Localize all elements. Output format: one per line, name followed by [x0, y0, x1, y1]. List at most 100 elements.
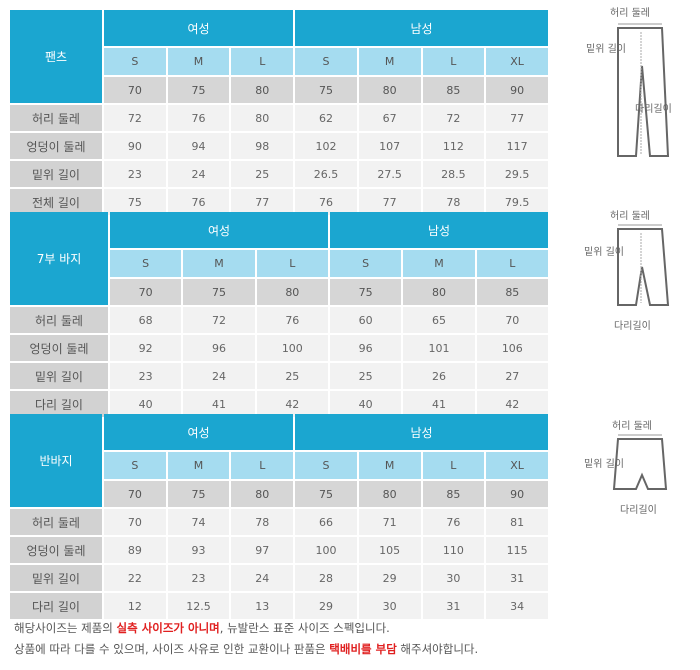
size-cell: M — [358, 48, 421, 75]
size-cell: L — [476, 250, 548, 277]
waist-size-cell: 90 — [486, 77, 548, 103]
row-label: 밑위 길이 — [10, 565, 102, 591]
value-cell: 102 — [295, 133, 357, 159]
size-cell: L — [231, 452, 294, 479]
value-cell: 117 — [486, 133, 548, 159]
waist-size-cell: 75 — [295, 481, 357, 507]
size-cell: M — [167, 48, 230, 75]
value-cell: 89 — [104, 537, 166, 563]
waist-size-cell: 75 — [167, 481, 230, 507]
value-cell: 78 — [422, 189, 485, 215]
diagram-rise-label: 밑위 길이 — [584, 245, 624, 258]
size-cell: M — [403, 250, 475, 277]
waist-size-cell: 80 — [358, 481, 421, 507]
table-row: 전체 길이 75 76 77 76 77 78 79.5 — [10, 189, 548, 215]
value-cell: 70 — [476, 307, 548, 333]
value-cell: 90 — [104, 133, 166, 159]
value-cell: 12 — [104, 593, 166, 619]
size-cell: S — [295, 48, 357, 75]
value-cell: 29 — [295, 593, 357, 619]
value-cell: 25 — [231, 161, 294, 187]
size-table: 팬츠 여성 남성 S M L S M L XL 70 75 80 75 80 85 90 허리 둘레 72 76 80 6… — [8, 8, 550, 217]
value-cell: 110 — [422, 537, 485, 563]
table-row: 밑위 길이 23 24 25 26.5 27.5 28.5 29.5 — [10, 161, 548, 187]
value-cell: 28 — [295, 565, 357, 591]
size-cell: S — [295, 452, 357, 479]
note-text: , 뉴발란스 표준 사이즈 스펙입니다. — [219, 621, 390, 635]
highlight-text: 실측 사이즈가 아니며 — [116, 621, 220, 635]
value-cell: 96 — [329, 335, 402, 361]
waist-size-cell: 80 — [256, 279, 328, 305]
value-cell: 77 — [358, 189, 421, 215]
waist-size-cell: 80 — [403, 279, 475, 305]
value-cell: 94 — [167, 133, 230, 159]
value-cell: 40 — [110, 391, 182, 417]
value-cell: 77 — [486, 105, 548, 131]
value-cell: 24 — [183, 363, 255, 389]
value-cell: 76 — [422, 509, 485, 535]
size-cell: M — [167, 452, 230, 479]
gender-header: 남성 — [329, 212, 548, 248]
value-cell: 30 — [358, 593, 421, 619]
value-cell: 72 — [422, 105, 485, 131]
value-cell: 72 — [183, 307, 255, 333]
size-cell: S — [104, 48, 166, 75]
value-cell: 27 — [476, 363, 548, 389]
size-cell: XL — [486, 452, 548, 479]
gender-header: 남성 — [295, 414, 548, 450]
value-cell: 81 — [486, 509, 548, 535]
size-cell: L — [256, 250, 328, 277]
value-cell: 93 — [167, 537, 230, 563]
cropped-pants-diagram: 허리 둘레 밑위 길이 다리길이 — [584, 210, 670, 332]
value-cell: 28.5 — [422, 161, 485, 187]
table-title: 반바지 — [10, 414, 102, 507]
value-cell: 78 — [231, 509, 294, 535]
value-cell: 100 — [295, 537, 357, 563]
waist-size-cell: 70 — [104, 77, 166, 103]
row-label: 다리 길이 — [10, 391, 108, 417]
size-cell: L — [422, 48, 485, 75]
size-cell: M — [358, 452, 421, 479]
value-cell: 77 — [231, 189, 294, 215]
table-title: 팬츠 — [10, 10, 102, 103]
value-cell: 75 — [104, 189, 166, 215]
value-cell: 76 — [167, 189, 230, 215]
diagram-waist-label: 허리 둘레 — [612, 420, 652, 432]
value-cell: 96 — [183, 335, 255, 361]
gender-header: 여성 — [110, 212, 328, 248]
value-cell: 80 — [231, 105, 294, 131]
table-row: 엉덩이 둘레 92 96 100 96 101 106 — [10, 335, 548, 361]
note-text: 해당사이즈는 제품의 — [14, 621, 117, 635]
value-cell: 23 — [110, 363, 182, 389]
value-cell: 31 — [422, 593, 485, 619]
value-cell: 105 — [358, 537, 421, 563]
size-table: 반바지 여성 남성 S M L S M L XL 70 75 80 75 80 85 90 허리 둘레 70 74 78… — [8, 412, 550, 621]
diagram-rise-label: 밑위 길이 — [584, 457, 624, 470]
value-cell: 23 — [104, 161, 166, 187]
table-row: 허리 둘레 68 72 76 60 65 70 — [10, 307, 548, 333]
gender-header: 남성 — [295, 10, 548, 46]
waist-size-cell: 75 — [295, 77, 357, 103]
value-cell: 12.5 — [167, 593, 230, 619]
table-row: 허리 둘레 70 74 78 66 71 76 81 — [10, 509, 548, 535]
value-cell: 41 — [183, 391, 255, 417]
value-cell: 30 — [422, 565, 485, 591]
row-label: 전체 길이 — [10, 189, 102, 215]
value-cell: 76 — [256, 307, 328, 333]
size-cell: S — [104, 452, 166, 479]
value-cell: 98 — [231, 133, 294, 159]
size-cell: S — [110, 250, 182, 277]
value-cell: 23 — [167, 565, 230, 591]
value-cell: 60 — [329, 307, 402, 333]
shorts-diagram: 허리 둘레 밑위 길이 다리길이 — [584, 420, 668, 516]
value-cell: 34 — [486, 593, 548, 619]
size-cell: L — [422, 452, 485, 479]
row-label: 허리 둘레 — [10, 509, 102, 535]
table-title: 7부 바지 — [10, 212, 108, 305]
row-label: 허리 둘레 — [10, 307, 108, 333]
waist-size-cell: 80 — [231, 481, 294, 507]
size-cell: M — [183, 250, 255, 277]
value-cell: 40 — [329, 391, 402, 417]
value-cell: 27.5 — [358, 161, 421, 187]
value-cell: 25 — [329, 363, 402, 389]
